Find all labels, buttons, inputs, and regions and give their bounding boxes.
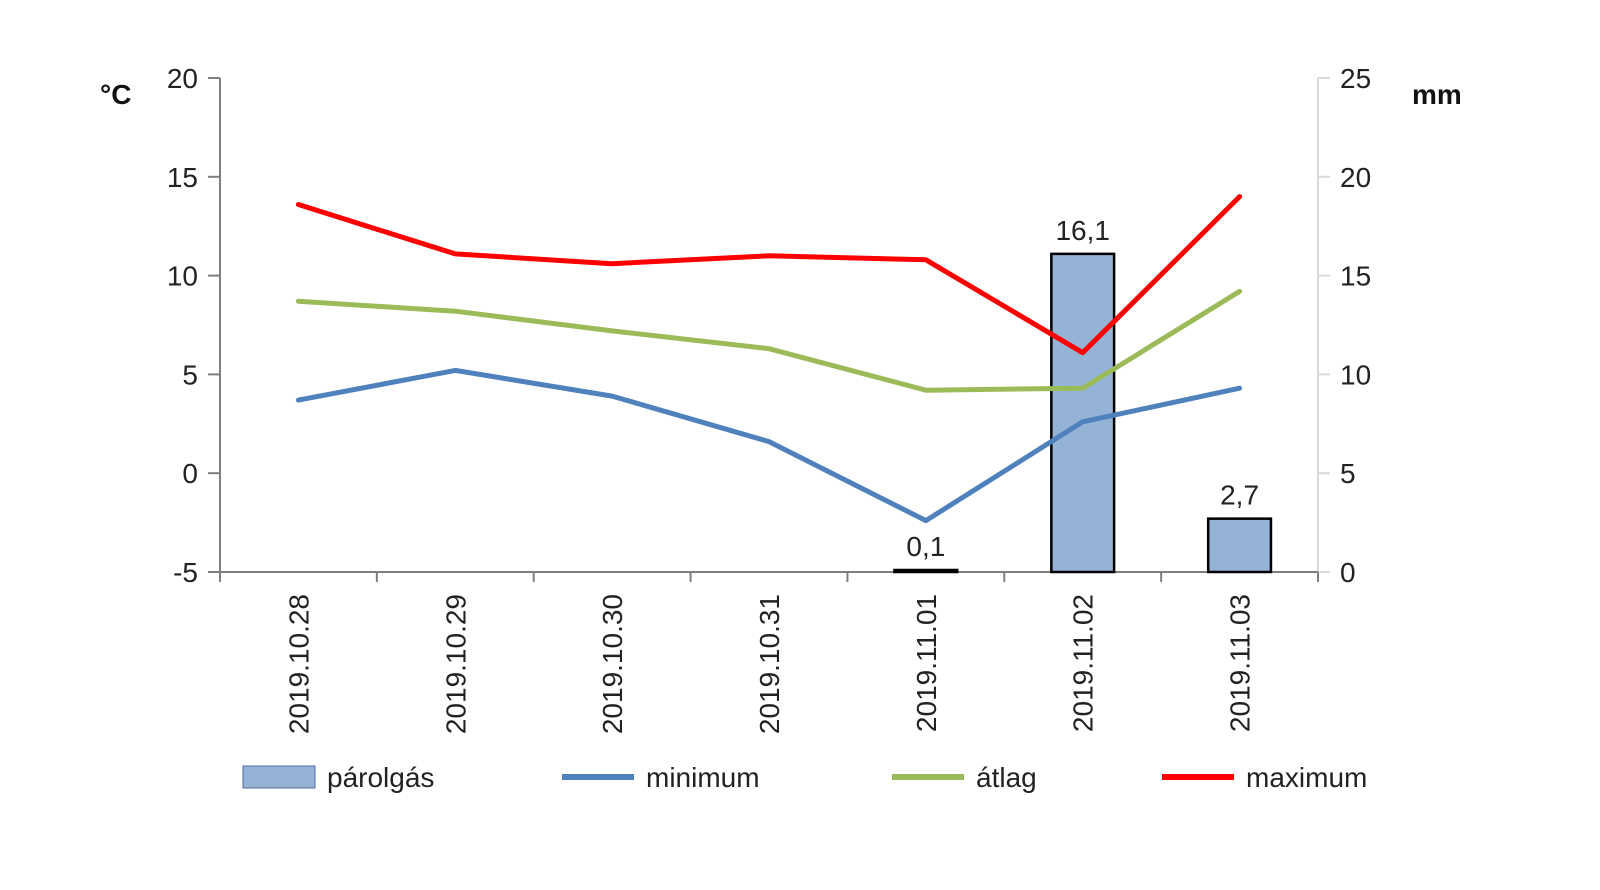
data-labels: 0,1 16,1 2,7 (906, 215, 1259, 562)
x-axis-tick-label: 2019.11.03 (1225, 594, 1256, 732)
point-atlag (1082, 387, 1084, 389)
point-maximum (611, 263, 613, 265)
bar-parolgas (1206, 517, 1273, 574)
point-maximum (768, 255, 770, 257)
point-maximum (1082, 352, 1084, 354)
point-atlag (768, 348, 770, 350)
point-maximum (454, 253, 456, 255)
legend-swatch-parolgas (242, 765, 316, 789)
left-axis-tick-label: 20 (167, 63, 198, 94)
legend-label-maximum: maximum (1246, 762, 1367, 793)
left-axis-tick-label: -5 (173, 557, 198, 588)
point-minimum (454, 369, 456, 371)
legend-label-parolgas: párolgás (327, 762, 434, 793)
bar-parolgas (1050, 252, 1116, 574)
point-minimum (1082, 421, 1084, 423)
legend: párolgás minimum átlag maximum (242, 762, 1367, 793)
bar-series-parolgas (893, 252, 1273, 574)
point-minimum (297, 399, 299, 401)
left-axis-tick-label: 5 (182, 359, 198, 390)
left-axis-tick-label: 0 (182, 458, 198, 489)
point-maximum (297, 203, 299, 205)
point-minimum (925, 520, 927, 522)
x-axis-tick-label: 2019.11.01 (911, 594, 942, 732)
bar-data-label: 2,7 (1220, 480, 1259, 511)
point-minimum (768, 441, 770, 443)
point-atlag (454, 310, 456, 312)
point-atlag (297, 300, 299, 302)
left-axis-tick-label: 10 (167, 261, 198, 292)
right-axis-tick-label: 0 (1340, 557, 1356, 588)
bar-parolgas (893, 568, 959, 574)
line-series (295, 194, 1243, 524)
bar-data-label: 16,1 (1055, 215, 1110, 246)
point-maximum (925, 259, 927, 261)
left-axis-unit: °C (100, 79, 131, 110)
right-axis-tick-label: 20 (1340, 162, 1371, 193)
x-axis-tick-label: 2019.10.31 (754, 594, 785, 734)
right-axis-tick-label: 25 (1340, 63, 1371, 94)
legend-label-minimum: minimum (646, 762, 760, 793)
x-axis-tick-label: 2019.10.30 (597, 594, 628, 734)
axes: °C mm -5 0 5 10 15 20 0 5 10 15 20 25 2019.10.28 2019… (100, 63, 1462, 734)
point-atlag (925, 389, 927, 391)
x-axis-tick-label: 2019.11.02 (1068, 594, 1099, 732)
left-axis-tick-label: 15 (167, 162, 198, 193)
point-minimum (611, 395, 613, 397)
point-maximum (1239, 196, 1241, 198)
right-axis-unit: mm (1412, 79, 1462, 110)
legend-label-atlag: átlag (976, 762, 1037, 793)
right-axis-tick-label: 5 (1340, 458, 1356, 489)
right-axis-tick-label: 15 (1340, 261, 1371, 292)
x-axis-tick-label: 2019.10.28 (283, 594, 314, 734)
x-axis-tick-label: 2019.10.29 (440, 594, 471, 734)
right-axis-tick-label: 10 (1340, 359, 1371, 390)
point-minimum (1239, 387, 1241, 389)
point-atlag (611, 330, 613, 332)
point-atlag (1239, 290, 1241, 292)
bar-data-label: 0,1 (906, 531, 945, 562)
